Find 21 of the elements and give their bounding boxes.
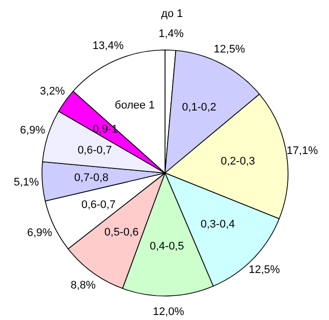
slice-label: 0,6-0,7 — [81, 198, 116, 211]
data-label: 6,9% — [27, 226, 52, 239]
slice-label: 0,6-0,7 — [78, 144, 112, 156]
data-label: 17,1% — [286, 145, 318, 158]
slice-label: до 1 — [161, 8, 183, 20]
slice-label: 0,7-0,8 — [74, 172, 108, 184]
data-label: 5,1% — [14, 176, 40, 189]
data-label: 8,8% — [70, 279, 96, 292]
data-label: 12,5% — [248, 264, 280, 276]
slice-label: 0,2-0,3 — [220, 155, 256, 168]
slice-label: 0,5-0,6 — [104, 226, 139, 239]
slice-label: 0,3-0,4 — [200, 218, 235, 231]
data-label: 3,2% — [40, 85, 66, 98]
data-label: 1,4% — [158, 28, 184, 40]
data-label: 13,4% — [92, 40, 124, 52]
slice-label: 0,1-0,2 — [182, 102, 216, 114]
data-label: 12,5% — [214, 44, 246, 56]
slice-label: 0,4-0,5 — [150, 240, 184, 253]
data-label: 12,0% — [152, 306, 184, 318]
data-label: 6,9% — [20, 124, 46, 137]
slice-label: более 1 — [114, 100, 155, 112]
